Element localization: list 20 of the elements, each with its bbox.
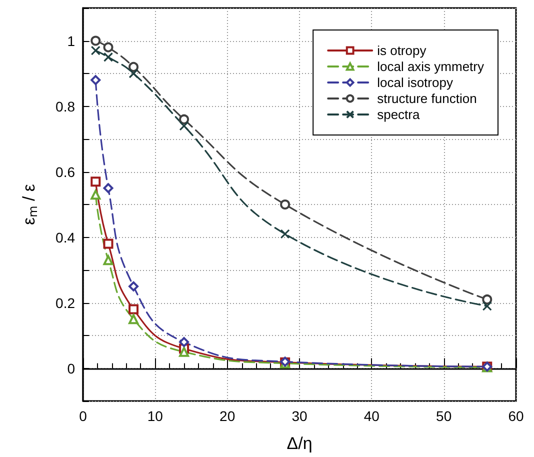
y-axis-title: εm / ε — [20, 184, 40, 226]
legend-label: is otropy — [377, 43, 427, 58]
y-tick-label: 0 — [67, 360, 76, 376]
x-tick-label: 50 — [436, 408, 452, 424]
legend-label: local axis ymmetry — [377, 59, 484, 74]
x-tick-label: 0 — [79, 408, 88, 424]
x-tick-label: 30 — [292, 408, 308, 424]
x-tick-label: 40 — [364, 408, 380, 424]
y-tick-label: 0.4 — [56, 229, 76, 246]
legend-label: local isotropy — [377, 75, 454, 90]
x-tick-label: 20 — [220, 408, 236, 424]
y-tick-label: 0.2 — [56, 294, 76, 311]
x-tick-label: 10 — [147, 408, 164, 424]
y-tick-label: 1 — [67, 32, 76, 49]
x-tick-label: 60 — [508, 408, 524, 424]
x-axis-title: Δ/η — [286, 434, 312, 453]
legend-label: spectra — [377, 107, 420, 122]
y-tick-label: 0.6 — [56, 164, 76, 180]
legend-label: structure function — [377, 91, 477, 106]
y-tick-label: 0.8 — [56, 98, 76, 114]
